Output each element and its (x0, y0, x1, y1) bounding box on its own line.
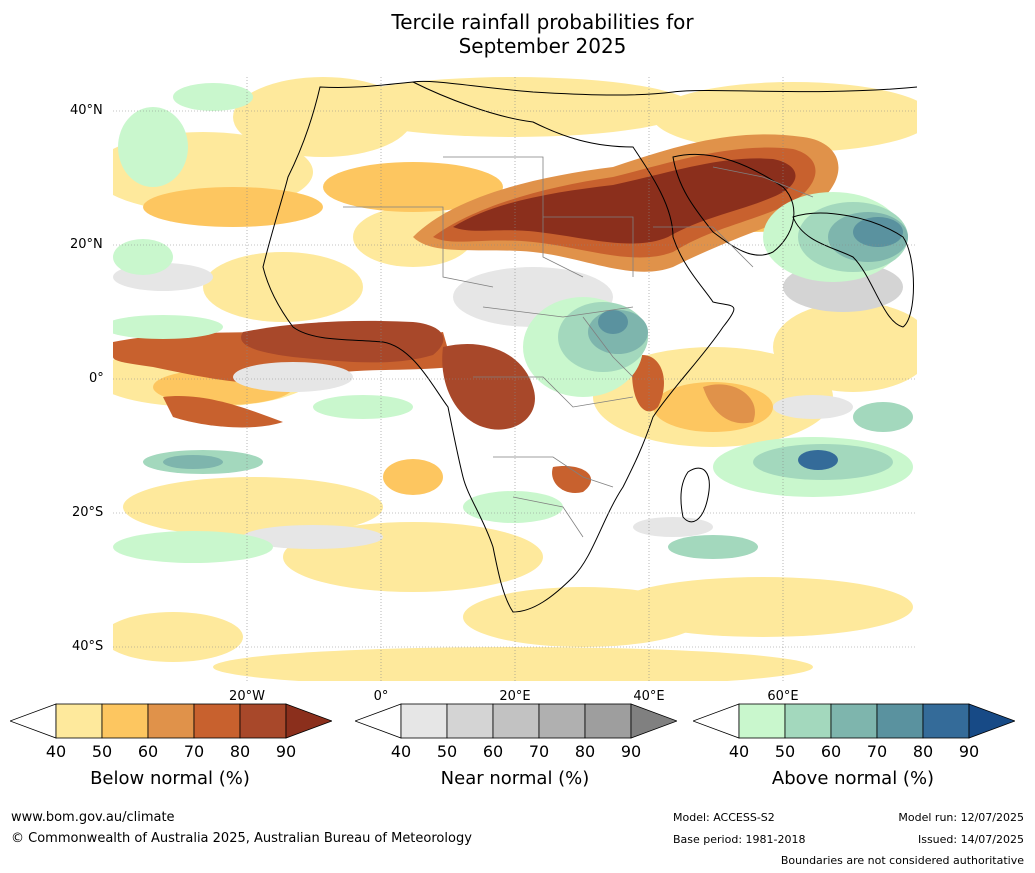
colorbar-extend-low (355, 703, 402, 739)
colorbar-swatch (784, 703, 832, 739)
colorbar-tick-label: 70 (528, 742, 550, 761)
colorbar-extend-high (285, 703, 332, 739)
colorbar-tick-label: 50 (774, 742, 796, 761)
colorbar-swatch (738, 703, 786, 739)
colorbar-swatch (239, 703, 287, 739)
lat-label-20n: 20°N (70, 237, 103, 252)
colorbar-swatch (922, 703, 970, 739)
above-normal-colorbar (693, 703, 1015, 739)
colorbar-extend-high (630, 703, 677, 739)
colorbar-swatch (584, 703, 632, 739)
colorbar-tick-label: 80 (229, 742, 251, 761)
colorbar-extend-low (693, 703, 740, 739)
colorbar-extend-low (10, 703, 57, 739)
lon-label-40e: 40°E (633, 689, 665, 704)
below-normal-title: Below normal (%) (90, 768, 250, 789)
above-normal-title: Above normal (%) (771, 768, 935, 789)
copyright-text: © Commonwealth of Australia 2025, Austra… (11, 831, 472, 846)
title-line-1: Tercile rainfall probabilities for (391, 10, 694, 34)
colorbar-tick-label: 40 (45, 742, 67, 761)
lat-label-40s: 40°S (72, 639, 104, 654)
near-normal-colorbar (355, 703, 677, 739)
colorbar-swatch (400, 703, 448, 739)
colorbar-swatch (492, 703, 540, 739)
below-normal-dark-areas (113, 134, 839, 493)
colorbar-swatch (147, 703, 195, 739)
colorbar-tick-label: 40 (390, 742, 412, 761)
lon-label-20e: 20°E (499, 689, 531, 704)
country-borders (343, 156, 814, 538)
colorbar-tick-label: 70 (183, 742, 205, 761)
model-run-date: Model run: 12/07/2025 (898, 811, 1024, 824)
colorbar-tick-label: 90 (958, 742, 980, 761)
lon-label-20w: 20°W (229, 689, 265, 704)
colorbar-tick-label: 60 (482, 742, 504, 761)
model-name: Model: ACCESS-S2 (673, 811, 775, 824)
colorbar-tick-label: 80 (574, 742, 596, 761)
map-title: Tercile rainfall probabilities for Septe… (0, 10, 1035, 58)
graticule (113, 77, 917, 681)
colorbar-tick-label: 90 (620, 742, 642, 761)
colorbar-swatch (101, 703, 149, 739)
colorbar-tick-label: 60 (820, 742, 842, 761)
colorbar-tick-label: 50 (91, 742, 113, 761)
colorbar-swatch (538, 703, 586, 739)
website-link[interactable]: www.bom.gov.au/climate (11, 810, 175, 825)
colorbar-swatch (876, 703, 924, 739)
base-period: Base period: 1981-2018 (673, 833, 806, 846)
colorbar-tick-label: 40 (728, 742, 750, 761)
colorbar-tick-label: 90 (275, 742, 297, 761)
rainfall-map (113, 77, 917, 681)
above-normal-areas (113, 83, 913, 563)
colorbar-tick-label: 80 (912, 742, 934, 761)
colorbar-swatch (55, 703, 103, 739)
near-normal-areas (113, 262, 903, 549)
colorbar-tick-label: 70 (866, 742, 888, 761)
title-line-2: September 2025 (458, 34, 627, 58)
colorbar-swatch (446, 703, 494, 739)
coastlines (262, 80, 917, 613)
lat-label-40n: 40°N (70, 103, 103, 118)
lon-label-60e: 60°E (767, 689, 799, 704)
below-normal-colorbar (10, 703, 332, 739)
lon-label-0: 0° (373, 689, 389, 704)
colorbar-tick-label: 50 (436, 742, 458, 761)
near-normal-title: Near normal (%) (440, 768, 590, 789)
boundaries-disclaimer: Boundaries are not considered authoritat… (780, 854, 1024, 867)
issued-date: Issued: 14/07/2025 (917, 833, 1024, 846)
colorbar-swatch (830, 703, 878, 739)
lat-label-20s: 20°S (72, 505, 104, 520)
colorbar-extend-high (968, 703, 1015, 739)
colorbar-swatch (193, 703, 241, 739)
lat-label-0: 0° (89, 371, 104, 386)
colorbar-tick-label: 60 (137, 742, 159, 761)
